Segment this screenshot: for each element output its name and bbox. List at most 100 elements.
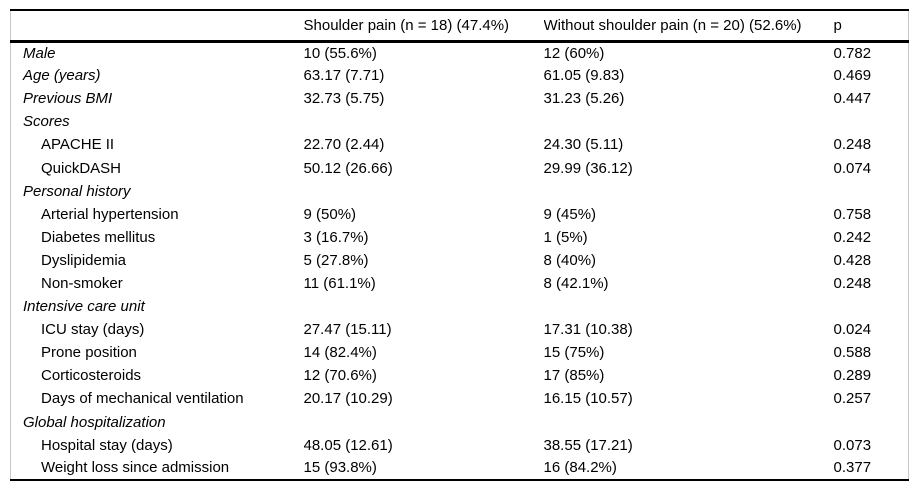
cell-p-value — [834, 295, 909, 318]
row-label: Days of mechanical ventilation — [41, 390, 244, 408]
cell-shoulder-pain — [304, 180, 544, 203]
cell-without-shoulder-pain: 12 (60%) — [543, 44, 605, 62]
table-header: Shoulder pain (n = 18) (47.4%) Without s… — [10, 10, 909, 43]
header-p-value: p — [833, 10, 909, 43]
row-label: Male — [23, 44, 56, 62]
section-row: Global hospitalization — [11, 411, 909, 434]
table-row: Diabetes mellitus 3 (16.7%) 1 (5%) 0.242 — [11, 226, 909, 249]
cell-without-shoulder-pain — [544, 110, 834, 133]
table-row: Previous BMI 32.73 (5.75) 31.23 (5.26) 0.44… — [11, 87, 909, 110]
cell-without-shoulder-pain: 9 (45%) — [543, 205, 597, 223]
cell-without-shoulder-pain: 16.15 (10.57) — [543, 390, 633, 408]
row-label: Intensive care unit — [23, 298, 145, 316]
cell-shoulder-pain: 15 (93.8%) — [303, 459, 377, 477]
row-label: Age (years) — [23, 67, 101, 85]
section-row: Personal history — [11, 180, 909, 203]
cell-p-value — [834, 110, 909, 133]
cell-without-shoulder-pain: 17 (85%) — [543, 367, 605, 385]
cell-p-value: 0.758 — [833, 205, 872, 223]
cell-p-value: 0.074 — [833, 159, 872, 177]
row-label: Dyslipidemia — [41, 251, 127, 269]
section-row: Scores — [11, 110, 909, 133]
table-row: Age (years) 63.17 (7.71) 61.05 (9.83) 0.469 — [11, 64, 909, 87]
cell-p-value: 0.073 — [833, 436, 872, 454]
table-row: Non-smoker 11 (61.1%) 8 (42.1%) 0.248 — [11, 272, 909, 295]
cell-shoulder-pain: 48.05 (12.61) — [303, 436, 393, 454]
cell-without-shoulder-pain — [544, 295, 834, 318]
table-row: ICU stay (days) 27.47 (15.11) 17.31 (10.38… — [11, 318, 909, 341]
cell-shoulder-pain: 11 (61.1%) — [303, 274, 376, 292]
row-label: Global hospitalization — [23, 413, 166, 431]
cell-without-shoulder-pain: 38.55 (17.21) — [543, 436, 633, 454]
header-empty-cell — [10, 10, 304, 43]
cell-shoulder-pain: 50.12 (26.66) — [303, 159, 393, 177]
cell-without-shoulder-pain — [544, 411, 834, 434]
cell-p-value: 0.248 — [833, 136, 872, 154]
cell-shoulder-pain: 20.17 (10.29) — [303, 390, 393, 408]
cell-p-value: 0.248 — [833, 274, 872, 292]
cell-p-value: 0.782 — [833, 44, 872, 62]
cell-p-value: 0.447 — [833, 90, 872, 108]
cell-shoulder-pain: 5 (27.8%) — [303, 251, 369, 269]
cell-p-value: 0.469 — [833, 67, 872, 85]
cell-without-shoulder-pain: 24.30 (5.11) — [543, 136, 624, 154]
row-label: Personal history — [23, 182, 131, 200]
cell-p-value — [834, 411, 909, 434]
cell-shoulder-pain: 14 (82.4%) — [303, 344, 377, 362]
row-label: Diabetes mellitus — [41, 228, 156, 246]
header-without-shoulder-pain: Without shoulder pain (n = 20) (52.6%) — [543, 10, 834, 43]
cell-without-shoulder-pain: 1 (5%) — [543, 228, 588, 246]
header-shoulder-pain: Shoulder pain (n = 18) (47.4%) — [303, 10, 544, 43]
cell-p-value — [834, 180, 909, 203]
cell-p-value: 0.289 — [833, 367, 872, 385]
row-label: QuickDASH — [41, 159, 122, 177]
table-row: Male 10 (55.6%) 12 (60%) 0.782 — [11, 41, 909, 64]
section-row: Intensive care unit — [11, 295, 909, 318]
row-label: Non-smoker — [41, 274, 123, 292]
cell-without-shoulder-pain: 8 (40%) — [543, 251, 597, 269]
row-label: Previous BMI — [23, 90, 113, 108]
cell-shoulder-pain: 27.47 (15.11) — [303, 321, 392, 339]
row-label: ICU stay (days) — [41, 321, 145, 339]
cell-without-shoulder-pain: 31.23 (5.26) — [543, 90, 625, 108]
table-row: Days of mechanical ventilation 20.17 (10.… — [11, 387, 909, 410]
table-row: Hospital stay (days) 48.05 (12.61) 38.55 (… — [11, 434, 909, 457]
table-row: APACHE II 22.70 (2.44) 24.30 (5.11) 0.248 — [11, 133, 909, 156]
cell-without-shoulder-pain: 17.31 (10.38) — [543, 321, 633, 339]
table-row: Corticosteroids 12 (70.6%) 17 (85%) 0.289 — [11, 364, 909, 387]
table-row: Weight loss since admission 15 (93.8%) 16 … — [11, 457, 909, 480]
cell-shoulder-pain: 10 (55.6%) — [303, 44, 377, 62]
row-label: Prone position — [41, 344, 137, 362]
cell-shoulder-pain: 32.73 (5.75) — [303, 90, 385, 108]
cell-p-value: 0.377 — [833, 459, 872, 477]
cell-p-value: 0.257 — [833, 390, 872, 408]
cell-without-shoulder-pain: 61.05 (9.83) — [543, 67, 625, 85]
cell-p-value: 0.024 — [833, 321, 872, 339]
row-label: APACHE II — [41, 136, 115, 154]
cell-without-shoulder-pain — [544, 180, 834, 203]
cell-shoulder-pain: 12 (70.6%) — [303, 367, 377, 385]
table-row: Dyslipidemia 5 (27.8%) 8 (40%) 0.428 — [11, 249, 909, 272]
cell-shoulder-pain — [304, 295, 544, 318]
cell-p-value: 0.242 — [833, 228, 872, 246]
row-label: Scores — [23, 113, 70, 131]
table-row: QuickDASH 50.12 (26.66) 29.99 (36.12) 0.074 — [11, 156, 909, 179]
cell-shoulder-pain: 3 (16.7%) — [303, 228, 369, 246]
cell-p-value: 0.588 — [833, 344, 872, 362]
cell-shoulder-pain — [304, 110, 544, 133]
cell-shoulder-pain: 22.70 (2.44) — [303, 136, 385, 154]
cell-shoulder-pain: 63.17 (7.71) — [303, 67, 385, 85]
row-label: Hospital stay (days) — [41, 436, 173, 454]
cell-without-shoulder-pain: 29.99 (36.12) — [543, 159, 633, 177]
cell-p-value: 0.428 — [833, 251, 872, 269]
row-label: Arterial hypertension — [41, 205, 179, 223]
table-body: Male 10 (55.6%) 12 (60%) 0.782 Age (years) 63… — [11, 41, 909, 480]
cell-without-shoulder-pain: 15 (75%) — [543, 344, 605, 362]
header-row: Shoulder pain (n = 18) (47.4%) Without s… — [10, 10, 909, 43]
comparison-table: Shoulder pain (n = 18) (47.4%) Without s… — [10, 9, 909, 481]
table-row: Prone position 14 (82.4%) 15 (75%) 0.588 — [11, 341, 909, 364]
row-label: Weight loss since admission — [41, 459, 230, 477]
row-label: Corticosteroids — [41, 367, 142, 385]
cell-shoulder-pain — [304, 411, 544, 434]
